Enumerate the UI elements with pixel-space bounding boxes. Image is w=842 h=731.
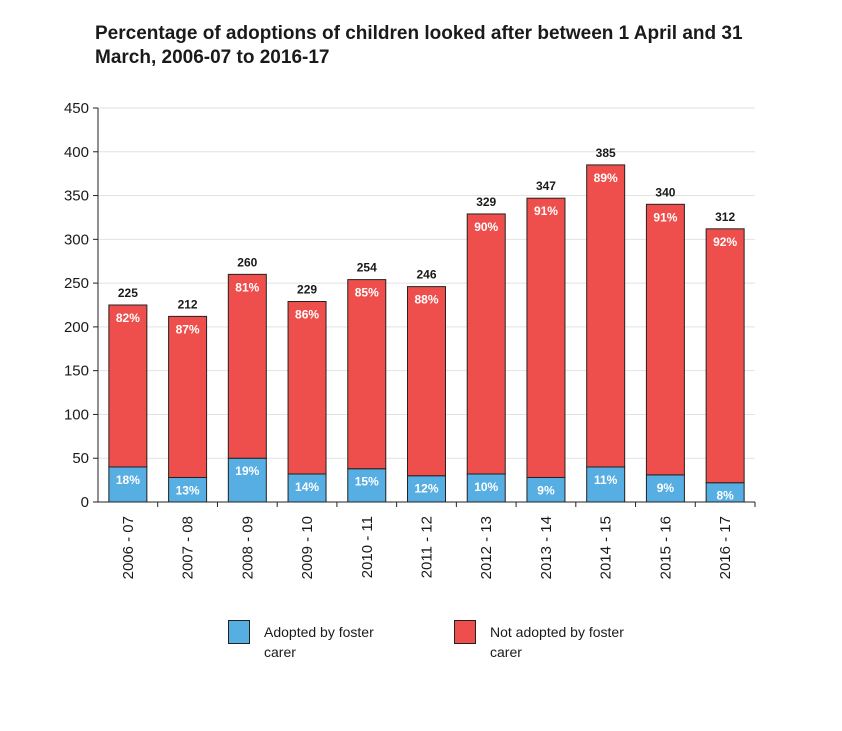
bar-percent-label: 89%	[594, 171, 618, 185]
bar-total-label: 246	[416, 268, 436, 282]
x-tick-label: 2014 - 15	[598, 516, 615, 579]
bar-segment	[466, 213, 506, 475]
bar-segment	[705, 228, 745, 484]
bar-total-label: 340	[655, 185, 675, 199]
y-tick-label: 0	[81, 494, 89, 511]
bar-percent-label: 82%	[116, 311, 140, 325]
legend-label-adopted: Adopted by foster carer	[264, 624, 374, 660]
bar-segment	[526, 476, 566, 503]
bar-percent-label: 8%	[716, 489, 734, 503]
bar-percent-label: 15%	[355, 475, 379, 489]
y-tick-label: 200	[64, 319, 89, 336]
bar-percent-label: 13%	[176, 483, 200, 497]
y-tick-label: 100	[64, 406, 89, 423]
bar-percent-label: 12%	[414, 482, 438, 496]
legend-swatch-adopted	[228, 620, 250, 644]
bar-segment	[108, 466, 148, 503]
y-tick-label: 350	[64, 188, 89, 205]
x-tick-label: 2007 - 08	[180, 516, 197, 579]
bar-total-label: 312	[715, 210, 735, 224]
y-tick-label: 50	[72, 450, 89, 467]
bar-segment	[645, 203, 685, 476]
bar-percent-label: 9%	[657, 481, 675, 495]
y-tick-label: 400	[64, 144, 89, 161]
bar-total-label: 347	[536, 179, 556, 193]
bar-percent-label: 19%	[235, 464, 259, 478]
legend-swatch-not-adopted	[454, 620, 476, 644]
bar-total-label: 254	[357, 261, 377, 275]
x-tick-label: 2006 - 07	[120, 516, 137, 579]
y-tick-label: 450	[64, 100, 89, 117]
bar-total-label: 329	[476, 195, 496, 209]
bar-segment	[287, 473, 327, 503]
bar-segment	[645, 474, 685, 503]
x-tick-label: 2011 - 12	[419, 516, 436, 578]
bar-segment	[407, 475, 446, 503]
bar-segment	[526, 197, 566, 478]
bar-segment	[287, 300, 327, 475]
bar-percent-label: 11%	[594, 473, 618, 487]
bar-percent-label: 10%	[474, 480, 498, 494]
bar-percent-label: 91%	[534, 204, 558, 218]
bar-total-label: 385	[596, 146, 616, 160]
bar-segment	[227, 273, 267, 459]
bar-percent-label: 87%	[176, 322, 200, 336]
bar-percent-label: 90%	[474, 220, 498, 234]
x-tick-label: 2013 - 14	[538, 516, 555, 579]
bar-segment	[168, 315, 208, 478]
bar-percent-label: 92%	[713, 235, 737, 249]
x-tick-label: 2012 - 13	[478, 516, 495, 579]
bar-total-label: 225	[118, 286, 138, 300]
bar-percent-label: 86%	[295, 307, 319, 321]
x-tick-label: 2008 - 09	[239, 516, 256, 579]
bar-percent-label: 91%	[653, 210, 677, 224]
x-tick-label: 2016 - 17	[717, 516, 734, 579]
bar-percent-label: 81%	[235, 280, 259, 294]
bar-total-label: 229	[297, 282, 317, 296]
bar-total-label: 212	[178, 297, 198, 311]
y-tick-label: 150	[64, 363, 89, 380]
bar-total-label: 260	[237, 255, 257, 269]
bar-percent-label: 18%	[116, 473, 140, 487]
x-tick-label: 2015 - 16	[657, 516, 674, 579]
bar-percent-label: 14%	[295, 480, 319, 494]
bar-segment	[347, 279, 387, 470]
bar-percent-label: 85%	[355, 286, 379, 300]
x-tick-label: 2009 - 10	[299, 516, 316, 579]
bar-segment	[586, 466, 626, 503]
bar-segment	[586, 164, 626, 468]
bar-segment	[407, 286, 446, 477]
x-tick-label: 2010 - 11	[359, 516, 376, 578]
y-tick-label: 250	[64, 275, 89, 292]
bar-percent-label: 88%	[414, 293, 438, 307]
bar-percent-label: 9%	[537, 483, 555, 497]
y-tick-label: 300	[64, 231, 89, 248]
bar-segment	[108, 304, 148, 468]
chart-title: Percentage of adoptions of children look…	[95, 23, 743, 68]
legend-label-not-adopted: Not adopted by foster carer	[490, 624, 624, 660]
